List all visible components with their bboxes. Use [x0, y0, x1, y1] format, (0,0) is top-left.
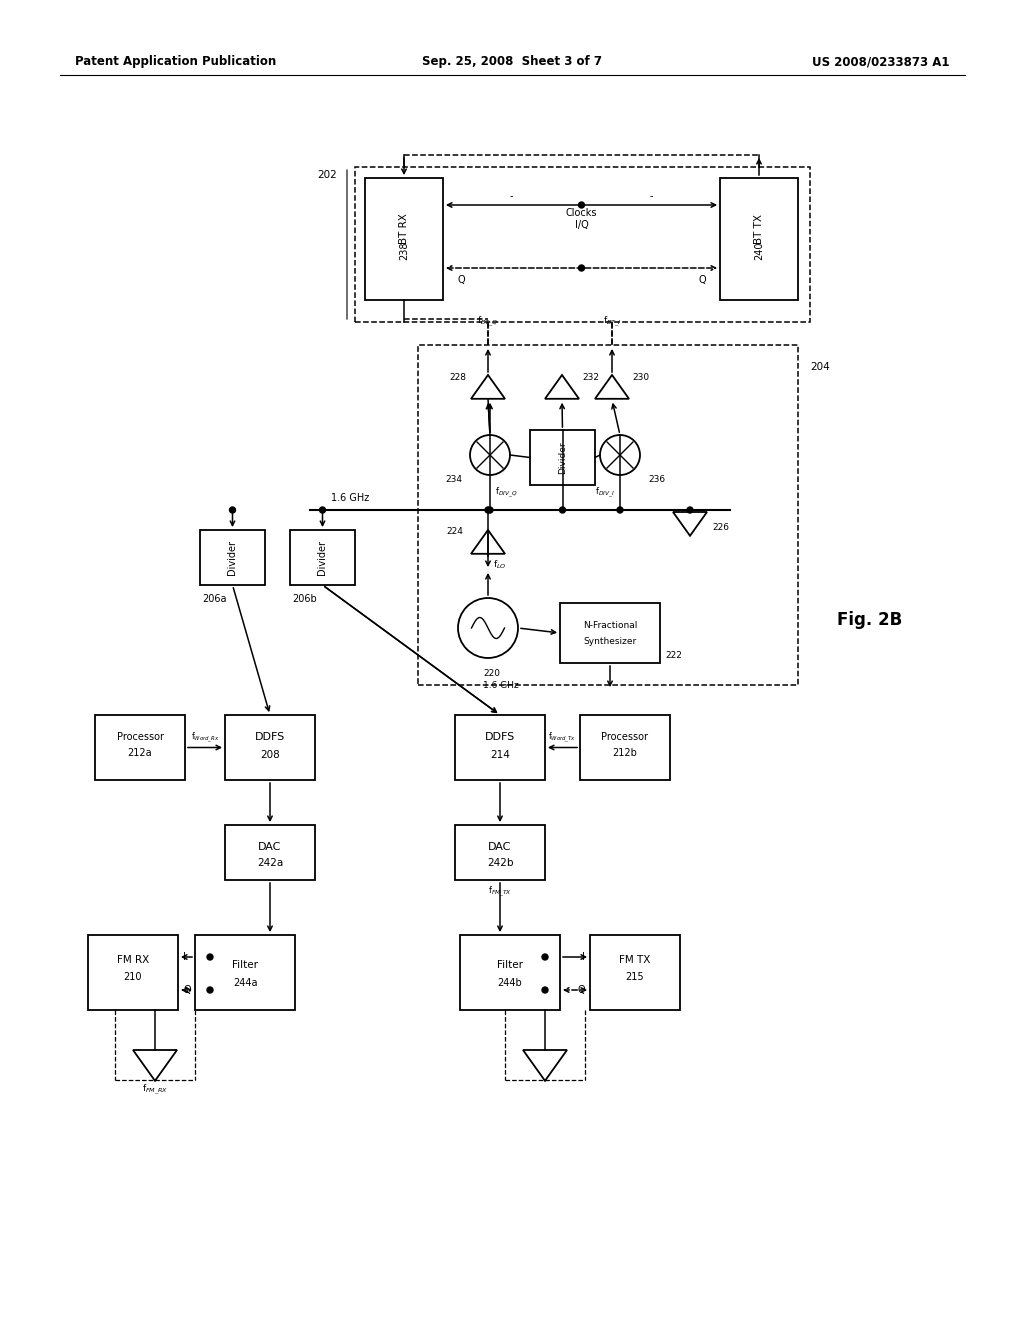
Bar	[200, 531, 265, 585]
Text: 204: 204	[810, 362, 829, 372]
Circle shape	[319, 507, 326, 513]
Text: 206b: 206b	[292, 594, 316, 605]
Text: 220: 220	[483, 668, 500, 677]
Text: 240: 240	[754, 242, 764, 260]
Bar	[355, 168, 810, 322]
Text: Divider: Divider	[227, 540, 238, 576]
Text: Divider: Divider	[317, 540, 328, 576]
Text: 242b: 242b	[486, 858, 513, 869]
Bar	[225, 715, 315, 780]
Text: Q: Q	[578, 985, 585, 995]
Text: Filter: Filter	[497, 960, 523, 970]
Circle shape	[559, 507, 565, 513]
Text: 242a: 242a	[257, 858, 283, 869]
Text: 210: 210	[124, 972, 142, 982]
Text: FM RX: FM RX	[117, 954, 150, 965]
Text: 232: 232	[582, 372, 599, 381]
Bar	[365, 178, 443, 300]
Text: Sep. 25, 2008  Sheet 3 of 7: Sep. 25, 2008 Sheet 3 of 7	[422, 55, 602, 69]
Circle shape	[617, 507, 623, 513]
Text: f$_{DIV\_I}$: f$_{DIV\_I}$	[595, 486, 615, 500]
Bar	[720, 178, 798, 300]
Text: I/Q: I/Q	[574, 220, 589, 230]
Text: 1.6 GHz: 1.6 GHz	[331, 492, 369, 503]
Text: Filter: Filter	[232, 960, 258, 970]
Text: 236: 236	[648, 475, 666, 484]
Text: 244b: 244b	[498, 978, 522, 987]
Text: Q: Q	[457, 275, 465, 285]
Bar	[590, 935, 680, 1010]
Circle shape	[229, 507, 236, 513]
Text: I: I	[582, 952, 585, 962]
Text: 212a: 212a	[128, 748, 153, 758]
Bar	[530, 430, 595, 484]
Text: 208: 208	[260, 750, 280, 760]
Text: 214: 214	[490, 750, 510, 760]
Text: FM TX: FM TX	[620, 954, 650, 965]
Text: 215: 215	[626, 972, 644, 982]
Text: DDFS: DDFS	[485, 733, 515, 742]
Text: BT TX: BT TX	[754, 214, 764, 244]
Text: -: -	[650, 191, 653, 201]
Circle shape	[207, 987, 213, 993]
Text: f$_{FM\_RX}$: f$_{FM\_RX}$	[142, 1082, 168, 1097]
Text: f$_{Word\_Rx}$: f$_{Word\_Rx}$	[190, 730, 219, 744]
Bar	[455, 715, 545, 780]
Circle shape	[542, 987, 548, 993]
Text: US 2008/0233873 A1: US 2008/0233873 A1	[812, 55, 950, 69]
Text: 202: 202	[317, 170, 337, 180]
Text: f$_{FM\_TX}$: f$_{FM\_TX}$	[488, 884, 512, 899]
Text: 238: 238	[399, 242, 409, 260]
Text: f$_{Word\_Tx}$: f$_{Word\_Tx}$	[549, 730, 577, 744]
Text: 1.6 GHz: 1.6 GHz	[483, 681, 519, 689]
Text: 212b: 212b	[612, 748, 637, 758]
Text: f$_{BT\_Q}$: f$_{BT\_Q}$	[477, 314, 499, 329]
Text: 234: 234	[445, 475, 462, 484]
Text: Q: Q	[698, 275, 706, 285]
Text: f$_{DIV\_Q}$: f$_{DIV\_Q}$	[495, 486, 517, 500]
Text: Patent Application Publication: Patent Application Publication	[75, 55, 276, 69]
Circle shape	[487, 507, 493, 513]
Text: 224: 224	[446, 528, 463, 536]
Text: 222: 222	[665, 651, 682, 660]
Text: DAC: DAC	[488, 842, 512, 851]
Text: f$_{BT\_I}$: f$_{BT\_I}$	[603, 314, 622, 329]
Bar	[580, 715, 670, 780]
Text: DAC: DAC	[258, 842, 282, 851]
Text: 206a: 206a	[202, 594, 226, 605]
Text: Synthesizer: Synthesizer	[584, 636, 637, 645]
Text: 226: 226	[712, 523, 729, 532]
Text: f$_{LO}$: f$_{LO}$	[493, 558, 507, 572]
Text: Divider: Divider	[558, 441, 567, 474]
Text: 230: 230	[632, 372, 649, 381]
Bar	[290, 531, 355, 585]
Circle shape	[542, 954, 548, 960]
Text: BT RX: BT RX	[399, 214, 409, 244]
Circle shape	[207, 954, 213, 960]
Circle shape	[579, 202, 585, 209]
Bar	[88, 935, 178, 1010]
Text: Processor: Processor	[117, 733, 164, 742]
Text: N-Fractional: N-Fractional	[583, 620, 637, 630]
Text: I: I	[183, 952, 186, 962]
Text: Processor: Processor	[601, 733, 648, 742]
Bar	[560, 603, 660, 663]
Bar	[460, 935, 560, 1010]
Circle shape	[579, 265, 585, 271]
Bar	[195, 935, 295, 1010]
Text: -: -	[510, 191, 513, 201]
Text: Q: Q	[183, 985, 190, 995]
Text: Clocks: Clocks	[565, 209, 597, 218]
Bar	[418, 345, 798, 685]
Text: 244a: 244a	[232, 978, 257, 987]
Text: 228: 228	[449, 372, 466, 381]
Bar	[225, 825, 315, 880]
Circle shape	[485, 507, 490, 513]
Text: DDFS: DDFS	[255, 733, 285, 742]
Circle shape	[687, 507, 693, 513]
Bar	[95, 715, 185, 780]
Text: Fig. 2B: Fig. 2B	[838, 611, 902, 630]
Bar	[455, 825, 545, 880]
